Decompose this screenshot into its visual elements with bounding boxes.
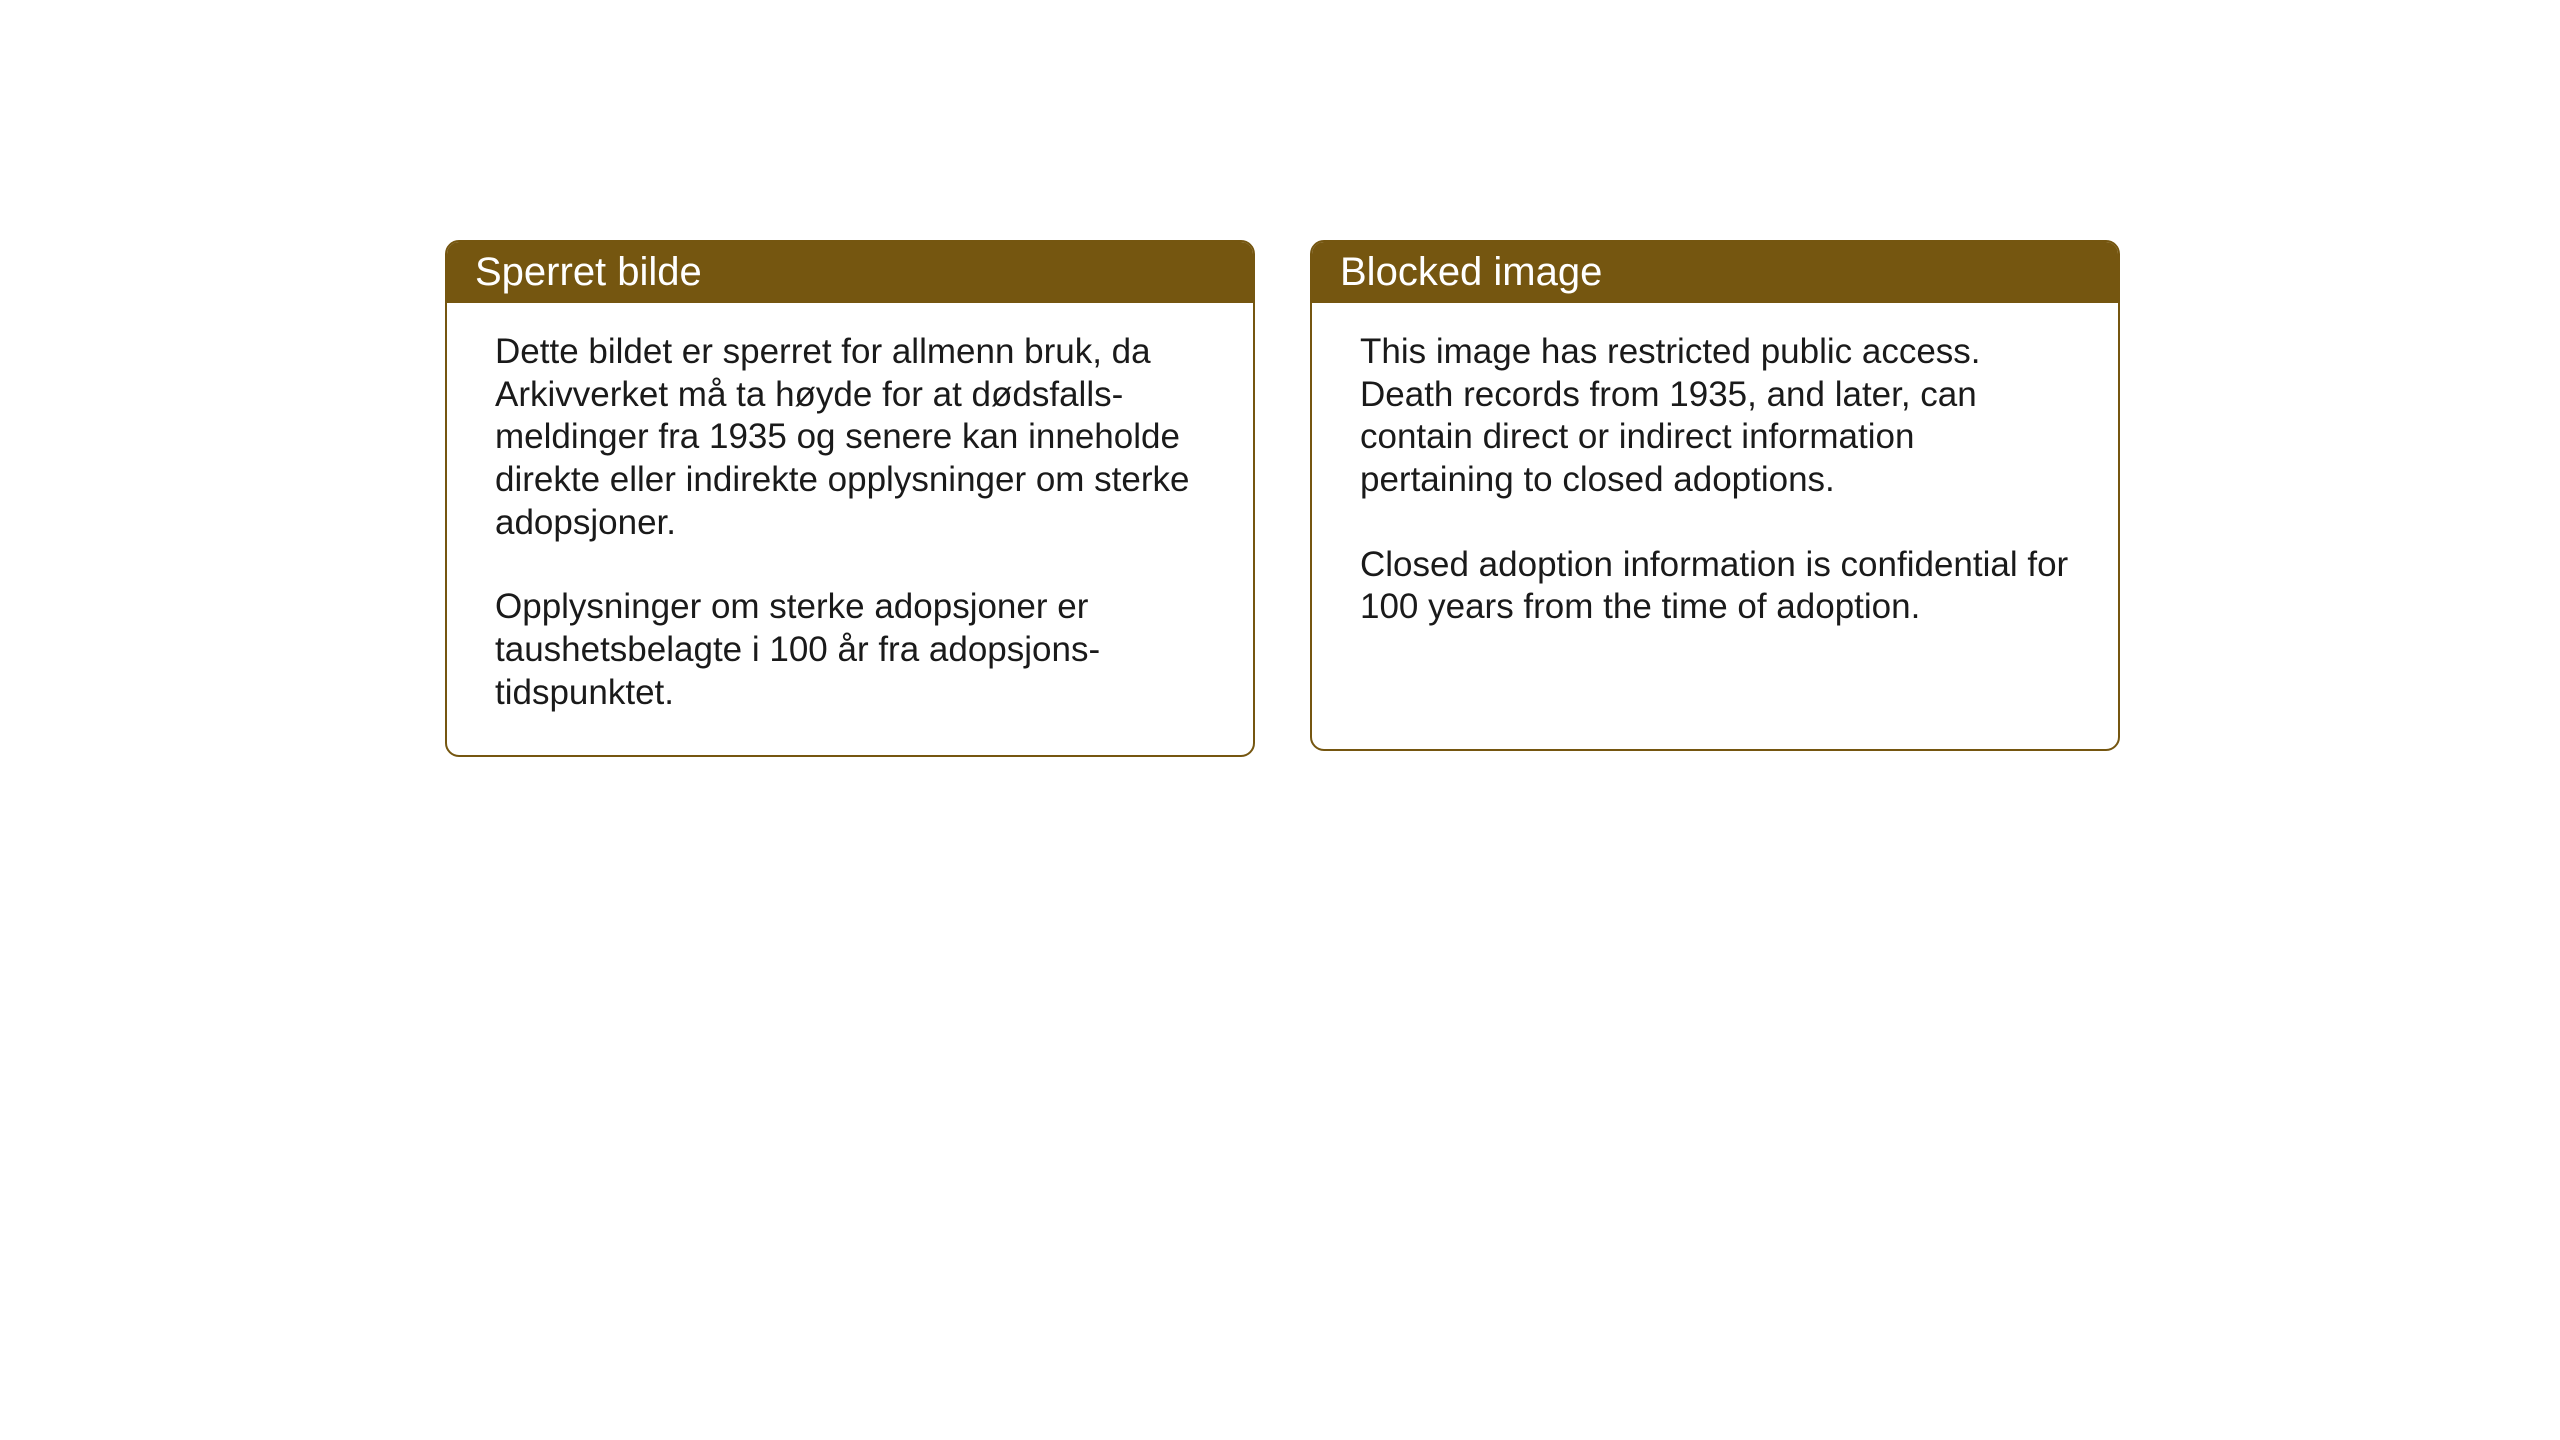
- card-english-paragraph-2: Closed adoption information is confident…: [1360, 544, 2070, 629]
- card-norwegian-body: Dette bildet er sperret for allmenn bruk…: [447, 303, 1253, 755]
- cards-container: Sperret bilde Dette bildet er sperret fo…: [445, 240, 2120, 757]
- card-english-title: Blocked image: [1340, 250, 1602, 294]
- card-english: Blocked image This image has restricted …: [1310, 240, 2120, 751]
- card-norwegian: Sperret bilde Dette bildet er sperret fo…: [445, 240, 1255, 757]
- card-english-header: Blocked image: [1312, 242, 2118, 303]
- card-english-body: This image has restricted public access.…: [1312, 303, 2118, 669]
- card-norwegian-paragraph-1: Dette bildet er sperret for allmenn bruk…: [495, 331, 1205, 544]
- card-norwegian-header: Sperret bilde: [447, 242, 1253, 303]
- card-english-paragraph-1: This image has restricted public access.…: [1360, 331, 2070, 502]
- card-norwegian-title: Sperret bilde: [475, 250, 702, 294]
- card-norwegian-paragraph-2: Opplysninger om sterke adopsjoner er tau…: [495, 586, 1205, 714]
